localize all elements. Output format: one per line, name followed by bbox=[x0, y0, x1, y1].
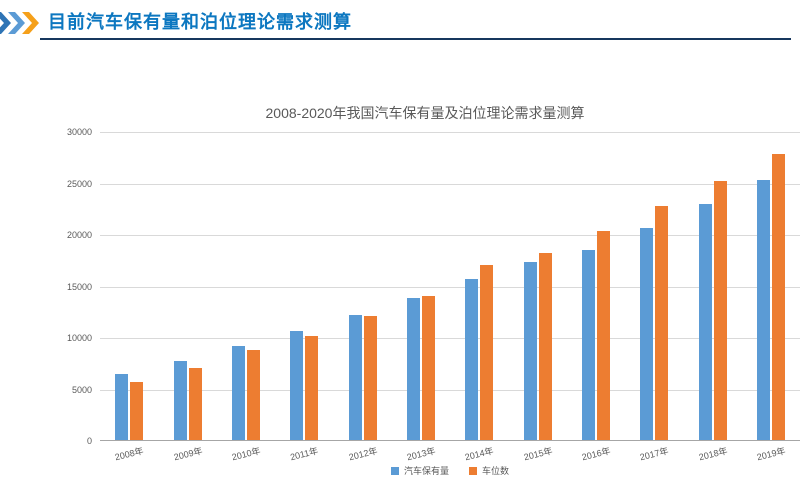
bar-汽车保有量-2018年 bbox=[698, 204, 712, 440]
y-axis-label: 25000 bbox=[66, 178, 92, 189]
chevron-3 bbox=[22, 12, 39, 34]
legend-label: 车位数 bbox=[482, 466, 510, 476]
bar-汽车保有量-2014年 bbox=[465, 279, 479, 440]
bar-chart: 2008-2020年我国汽车保有量及泊位理论需求量测算 0 5000 10000 15… bbox=[0, 60, 803, 484]
bar-车位数-2008年 bbox=[130, 382, 144, 440]
legend: 汽车保有量 车位数 bbox=[100, 464, 800, 477]
gridline bbox=[100, 389, 800, 391]
bar-车位数-2019年 bbox=[771, 153, 785, 440]
chart-title: 2008-2020年我国汽车保有量及泊位理论需求量测算 bbox=[265, 105, 585, 121]
y-axis-label: 5000 bbox=[71, 384, 92, 395]
bar-汽车保有量-2013年 bbox=[406, 297, 420, 440]
y-axis-label: 10000 bbox=[66, 333, 92, 343]
chevrons-icon bbox=[0, 12, 39, 34]
bar-汽车保有量-2012年 bbox=[348, 315, 362, 440]
x-axis-label: 2016年 bbox=[580, 445, 612, 463]
bar-汽车保有量-2017年 bbox=[640, 227, 654, 440]
bar-汽车保有量-2008年 bbox=[115, 374, 129, 440]
bar-汽车保有量-2010年 bbox=[231, 346, 245, 440]
bar-车位数-2018年 bbox=[713, 181, 727, 440]
legend-item-车位数: 车位数 bbox=[469, 464, 509, 477]
gridline bbox=[100, 132, 800, 133]
gridline bbox=[100, 286, 800, 288]
y-axis-label: 0 bbox=[86, 436, 92, 446]
x-axis-label: 2013年 bbox=[405, 445, 437, 463]
bar-车位数-2010年 bbox=[246, 350, 260, 440]
bar-车位数-2015年 bbox=[538, 252, 552, 440]
bar-汽车保有量-2009年 bbox=[173, 360, 187, 440]
x-axis-label: 2019年 bbox=[755, 445, 787, 463]
x-axis-label: 2010年 bbox=[230, 445, 262, 463]
header-underline bbox=[40, 38, 791, 40]
legend-swatch-icon bbox=[390, 466, 399, 475]
header: 目前汽车保有量和泊位理论需求测算 bbox=[0, 0, 803, 44]
bar-车位数-2013年 bbox=[421, 295, 435, 440]
x-axis-label: 2015年 bbox=[522, 445, 553, 463]
y-axis-label: 20000 bbox=[66, 230, 92, 240]
chevron-2 bbox=[8, 12, 25, 34]
bar-汽车保有量-2019年 bbox=[756, 180, 770, 440]
y-axis-label: 15000 bbox=[66, 281, 92, 292]
bar-车位数-2014年 bbox=[480, 264, 494, 440]
y-axis-label: 30000 bbox=[66, 127, 92, 137]
bar-汽车保有量-2015年 bbox=[523, 261, 537, 440]
x-axis-label: 2012年 bbox=[347, 445, 378, 463]
bar-车位数-2011年 bbox=[305, 335, 319, 440]
page-title: 目前汽车保有量和泊位理论需求测算 bbox=[48, 12, 352, 32]
bar-车位数-2012年 bbox=[363, 316, 377, 440]
x-axis-label: 2008年 bbox=[113, 445, 145, 463]
plot-area: 0 5000 10000 15000 20000 25000 30000 2008年 2009年… bbox=[67, 127, 800, 462]
x-axis-label: 2018年 bbox=[697, 445, 728, 463]
chevron-1 bbox=[0, 12, 11, 34]
legend-label: 汽车保有量 bbox=[403, 466, 449, 476]
bar-车位数-2009年 bbox=[188, 367, 202, 440]
x-axis-line bbox=[100, 440, 800, 441]
x-axis-label: 2014年 bbox=[463, 445, 495, 463]
bar-车位数-2017年 bbox=[655, 206, 669, 440]
bar-汽车保有量-2016年 bbox=[581, 250, 595, 440]
legend-swatch-icon bbox=[469, 466, 477, 475]
x-axis-label: 2017年 bbox=[638, 445, 670, 463]
legend-item-汽车保有量: 汽车保有量 bbox=[390, 464, 449, 477]
gridline bbox=[100, 338, 800, 339]
bar-车位数-2016年 bbox=[596, 230, 610, 440]
bar-汽车保有量-2011年 bbox=[290, 330, 304, 440]
gridline bbox=[100, 183, 800, 185]
x-axis-label: 2009年 bbox=[172, 445, 203, 463]
x-axis-label: 2011年 bbox=[289, 445, 320, 463]
gridline bbox=[100, 235, 800, 236]
